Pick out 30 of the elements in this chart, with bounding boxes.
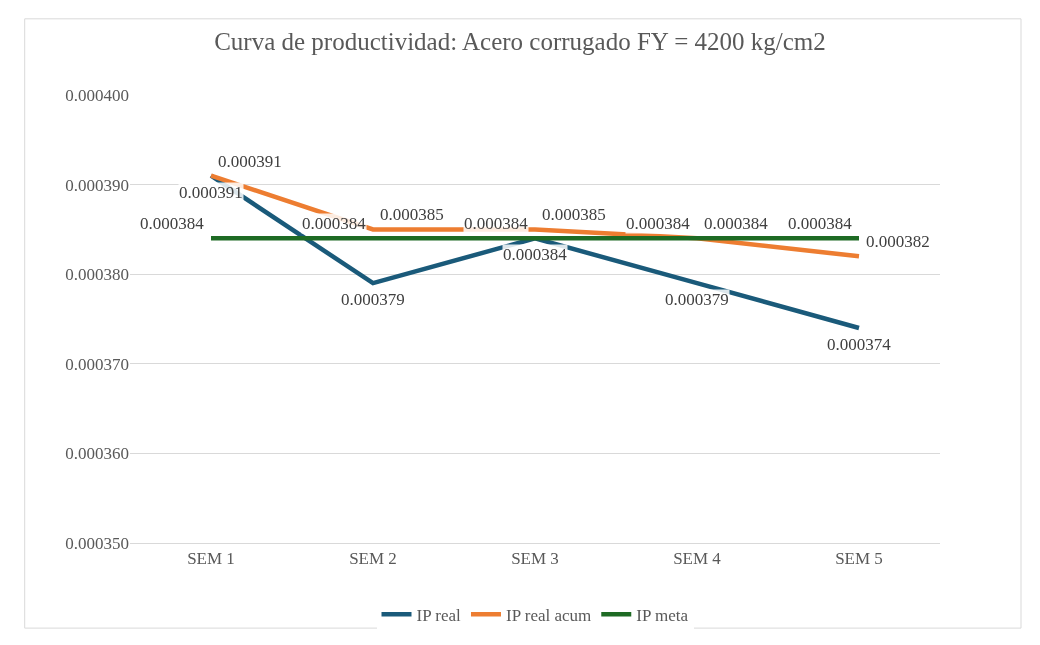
data-label: 0.000391 — [179, 183, 243, 202]
data-label: 0.000379 — [665, 290, 729, 309]
y-tick-label: 0.000370 — [65, 354, 129, 374]
y-tick-label: 0.000390 — [65, 175, 129, 195]
data-label: 0.000391 — [218, 152, 282, 171]
x-tick-label: SEM 5 — [835, 549, 883, 569]
x-tick-label: SEM 3 — [511, 549, 559, 569]
data-label: 0.000384 — [704, 214, 769, 233]
data-label: 0.000382 — [866, 232, 930, 251]
data-label: 0.000384 — [503, 245, 568, 264]
x-tick-label: SEM 1 — [187, 549, 235, 569]
data-label: 0.000384 — [302, 214, 367, 233]
chart-title: Curva de productividad: Acero corrugado FY = 4200 kg/cm2 — [214, 27, 826, 55]
data-label: 0.000385 — [542, 205, 606, 224]
y-tick-label: 0.000360 — [65, 444, 129, 464]
legend-label: IP meta — [636, 605, 689, 625]
legend-label: IP real — [416, 605, 461, 625]
x-tick-label: SEM 4 — [673, 549, 722, 569]
data-label: 0.000385 — [380, 205, 444, 224]
data-label: 0.000374 — [827, 335, 892, 354]
y-tick-label: 0.000380 — [65, 265, 129, 285]
data-label: 0.000379 — [341, 290, 405, 309]
y-tick-label: 0.000400 — [65, 85, 129, 105]
legend-label: IP real acum — [505, 605, 592, 625]
data-label: 0.000384 — [464, 214, 529, 233]
y-tick-label: 0.000350 — [65, 533, 129, 553]
data-label: 0.000384 — [626, 214, 691, 233]
x-tick-label: SEM 2 — [349, 549, 397, 569]
data-label: 0.000384 — [140, 214, 205, 233]
data-label: 0.000384 — [788, 214, 853, 233]
